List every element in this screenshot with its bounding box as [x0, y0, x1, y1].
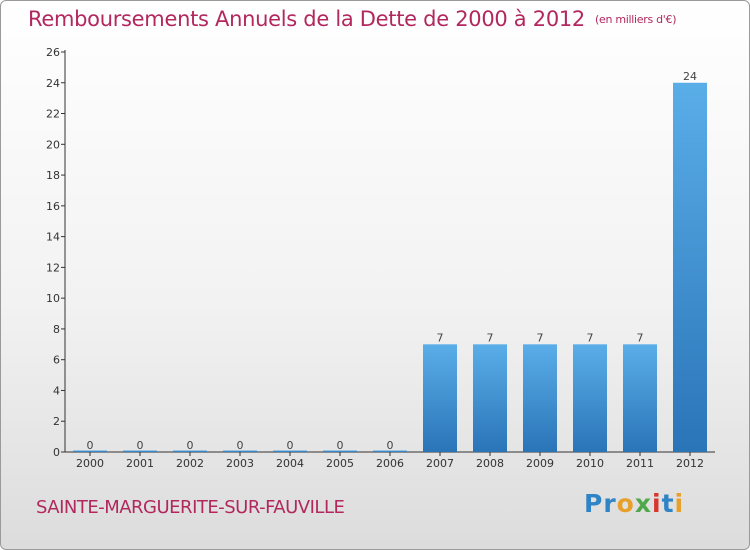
data-label: 7 [537, 331, 544, 344]
x-tick-label: 2001 [126, 457, 154, 470]
x-tick-label: 2008 [476, 457, 504, 470]
bar [523, 344, 557, 452]
x-tick-label: 2009 [526, 457, 554, 470]
y-tick-label: 14 [46, 231, 60, 244]
bar [623, 344, 657, 452]
bar [323, 450, 357, 452]
data-label: 7 [637, 331, 644, 344]
chart-title-text: Remboursements Annuels de la Dette de 20… [28, 7, 585, 31]
x-tick-label: 2005 [326, 457, 354, 470]
logo-letter: i [674, 489, 685, 518]
y-tick-label: 8 [53, 323, 60, 336]
logo-letter: P [584, 489, 604, 518]
data-label: 0 [337, 439, 344, 452]
bar [273, 450, 307, 452]
data-label: 0 [137, 439, 144, 452]
y-tick-label: 18 [46, 169, 60, 182]
bar [123, 450, 157, 452]
data-label: 24 [683, 70, 697, 83]
data-label: 0 [87, 439, 94, 452]
x-tick-label: 2002 [176, 457, 204, 470]
y-tick-label: 6 [53, 354, 60, 367]
y-tick-label: 0 [53, 446, 60, 459]
x-tick-label: 2010 [576, 457, 604, 470]
commune-name: SAINTE-MARGUERITE-SUR-FAUVILLE [36, 497, 345, 518]
proxiti-logo: Proxiti [584, 489, 684, 518]
data-label: 7 [587, 331, 594, 344]
y-tick-label: 4 [53, 384, 60, 397]
x-tick-label: 2006 [376, 457, 404, 470]
y-tick-label: 26 [46, 46, 60, 59]
bar [673, 82, 707, 453]
chart-title: Remboursements Annuels de la Dette de 20… [28, 7, 676, 31]
bar [573, 344, 607, 452]
bar [173, 450, 207, 452]
data-label: 7 [437, 331, 444, 344]
bar [373, 450, 407, 452]
y-tick-label: 24 [46, 77, 60, 90]
x-tick-label: 2004 [276, 457, 304, 470]
x-tick-label: 2003 [226, 457, 254, 470]
y-tick-label: 16 [46, 200, 60, 213]
x-tick-label: 2000 [76, 457, 104, 470]
data-label: 0 [287, 439, 294, 452]
y-tick-label: 2 [53, 415, 60, 428]
x-tick-label: 2011 [626, 457, 654, 470]
logo-letter: x [634, 489, 652, 518]
x-tick-label: 2012 [676, 457, 704, 470]
y-tick-label: 22 [46, 108, 60, 121]
bar [423, 344, 457, 452]
y-tick-label: 12 [46, 261, 60, 274]
data-label: 0 [387, 439, 394, 452]
x-tick-label: 2007 [426, 457, 454, 470]
logo-letter: o [616, 489, 635, 518]
bar [73, 450, 107, 452]
y-tick-label: 10 [46, 292, 60, 305]
bar [473, 344, 507, 452]
bar [223, 450, 257, 452]
data-label: 0 [187, 439, 194, 452]
logo-letter: t [661, 489, 675, 518]
logo-letter: i [652, 489, 662, 518]
data-label: 7 [487, 331, 494, 344]
data-label: 0 [237, 439, 244, 452]
logo-letter: r [603, 489, 617, 518]
chart-subtitle: (en milliers d'€) [595, 13, 677, 26]
y-tick-label: 20 [46, 138, 60, 151]
